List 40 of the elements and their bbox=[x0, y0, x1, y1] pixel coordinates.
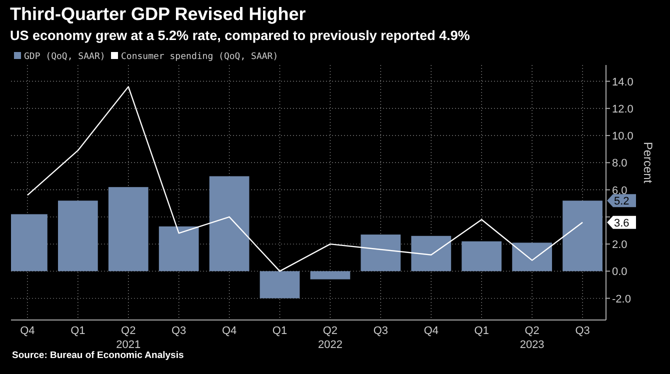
annotation: 3.6 bbox=[614, 217, 630, 230]
x-tick-label: Q2 2023 bbox=[520, 325, 544, 351]
legend-label: GDP (QoQ, SAAR) bbox=[24, 52, 106, 62]
annotation: 5.2 bbox=[614, 196, 630, 208]
x-tick-label: Q3 bbox=[575, 325, 590, 337]
source-note: Source: Bureau of Economic Analysis bbox=[12, 350, 184, 361]
bar bbox=[209, 176, 250, 272]
x-tick-label: Q4 bbox=[20, 325, 35, 337]
chart-subtitle: US economy grew at a 5.2% rate, compared to previously reported 4.9% bbox=[10, 28, 470, 43]
bar bbox=[411, 236, 452, 272]
x-tick-label: Q2 2022 bbox=[318, 325, 342, 351]
bar bbox=[260, 271, 300, 298]
legend-label: Consumer spending (QoQ, SAAR) bbox=[121, 52, 278, 62]
y-tick-label: 10.0 bbox=[612, 130, 634, 143]
x-tick-label: Q1 bbox=[474, 325, 489, 337]
y-tick-label: 2.0 bbox=[612, 239, 628, 252]
chart-title: Third-Quarter GDP Revised Higher bbox=[10, 4, 306, 24]
bar bbox=[108, 187, 148, 272]
x-tick-label: Q3 bbox=[172, 325, 186, 337]
x-tick-label: Q3 bbox=[373, 325, 388, 337]
y-tick-label: 14.0 bbox=[612, 76, 634, 88]
y-axis-title: Percent bbox=[641, 142, 655, 184]
bar bbox=[58, 200, 98, 272]
x-tick-label: Q2 2021 bbox=[116, 325, 141, 351]
x-tick-label: Q4 bbox=[222, 325, 237, 337]
x-tick-label: Q1 bbox=[70, 325, 86, 337]
bar bbox=[310, 271, 350, 280]
line-series bbox=[26, 86, 584, 272]
x-tick-label: Q4 bbox=[424, 325, 438, 337]
y-tick-label: 0.0 bbox=[612, 266, 628, 278]
bar bbox=[360, 234, 401, 272]
bar bbox=[158, 226, 199, 272]
bar bbox=[462, 241, 502, 272]
bar bbox=[512, 242, 552, 272]
y-tick-label: -2.0 bbox=[612, 293, 631, 306]
y-tick-label: 8.0 bbox=[612, 158, 628, 170]
x-tick-label: Q1 bbox=[272, 325, 288, 337]
y-tick-label: 6.0 bbox=[612, 184, 628, 197]
y-tick-label: 12.0 bbox=[612, 103, 634, 116]
bar bbox=[562, 200, 602, 272]
